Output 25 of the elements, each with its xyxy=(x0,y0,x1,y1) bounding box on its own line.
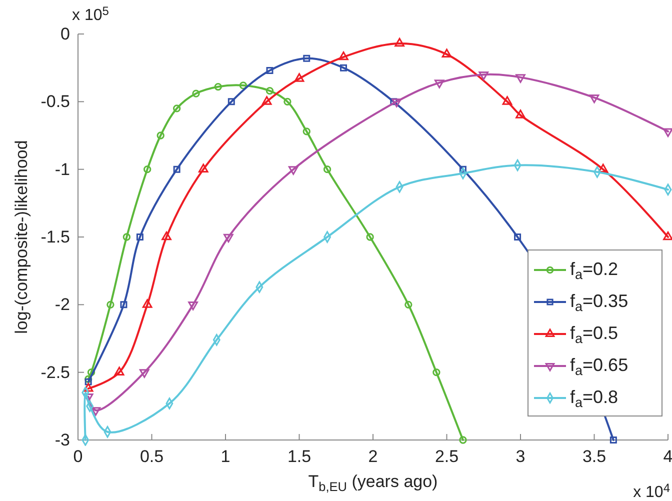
legend-label: f$_{a}$=0.35 xyxy=(570,291,628,314)
x-tick-label: 0.5 xyxy=(140,447,164,466)
legend-label: f$_{a}$=0.2 xyxy=(570,259,618,282)
legend-label: f$_{a}$=0.8 xyxy=(570,387,618,410)
text: x 10$^{5}$ xyxy=(72,4,110,24)
y-tick-label: -1.5 xyxy=(40,227,70,246)
y-tick-label: -2 xyxy=(54,295,70,314)
y-tick-label: -3 xyxy=(54,430,70,450)
x-tick-label: 1.5 xyxy=(287,447,312,466)
x-tick-label: 4 xyxy=(663,447,672,466)
y-tick-label: -1 xyxy=(54,160,70,179)
legend-label: f$_{a}$=0.5 xyxy=(570,323,618,346)
x-tick-label: 2.5 xyxy=(434,447,459,466)
x-tick-label: 3 xyxy=(516,447,526,466)
x-tick-label: 2 xyxy=(368,447,378,466)
legend-label: f$_{a}$=0.65 xyxy=(570,355,628,378)
y-tick-label: -2.5 xyxy=(40,362,70,382)
x-axis-title: T$_{b,EU}$ (years ago) xyxy=(308,472,438,494)
y-axis-title: log-(composite-)likelihood xyxy=(12,140,31,334)
text: x 10$^{4}$ xyxy=(633,480,670,501)
y-tick-label: 0 xyxy=(60,24,70,44)
y-tick-label: -0.5 xyxy=(40,92,70,112)
x-tick-label: 1 xyxy=(220,447,230,466)
x-tick-label: 0 xyxy=(73,447,83,466)
x-tick-label: 3.5 xyxy=(582,447,606,466)
